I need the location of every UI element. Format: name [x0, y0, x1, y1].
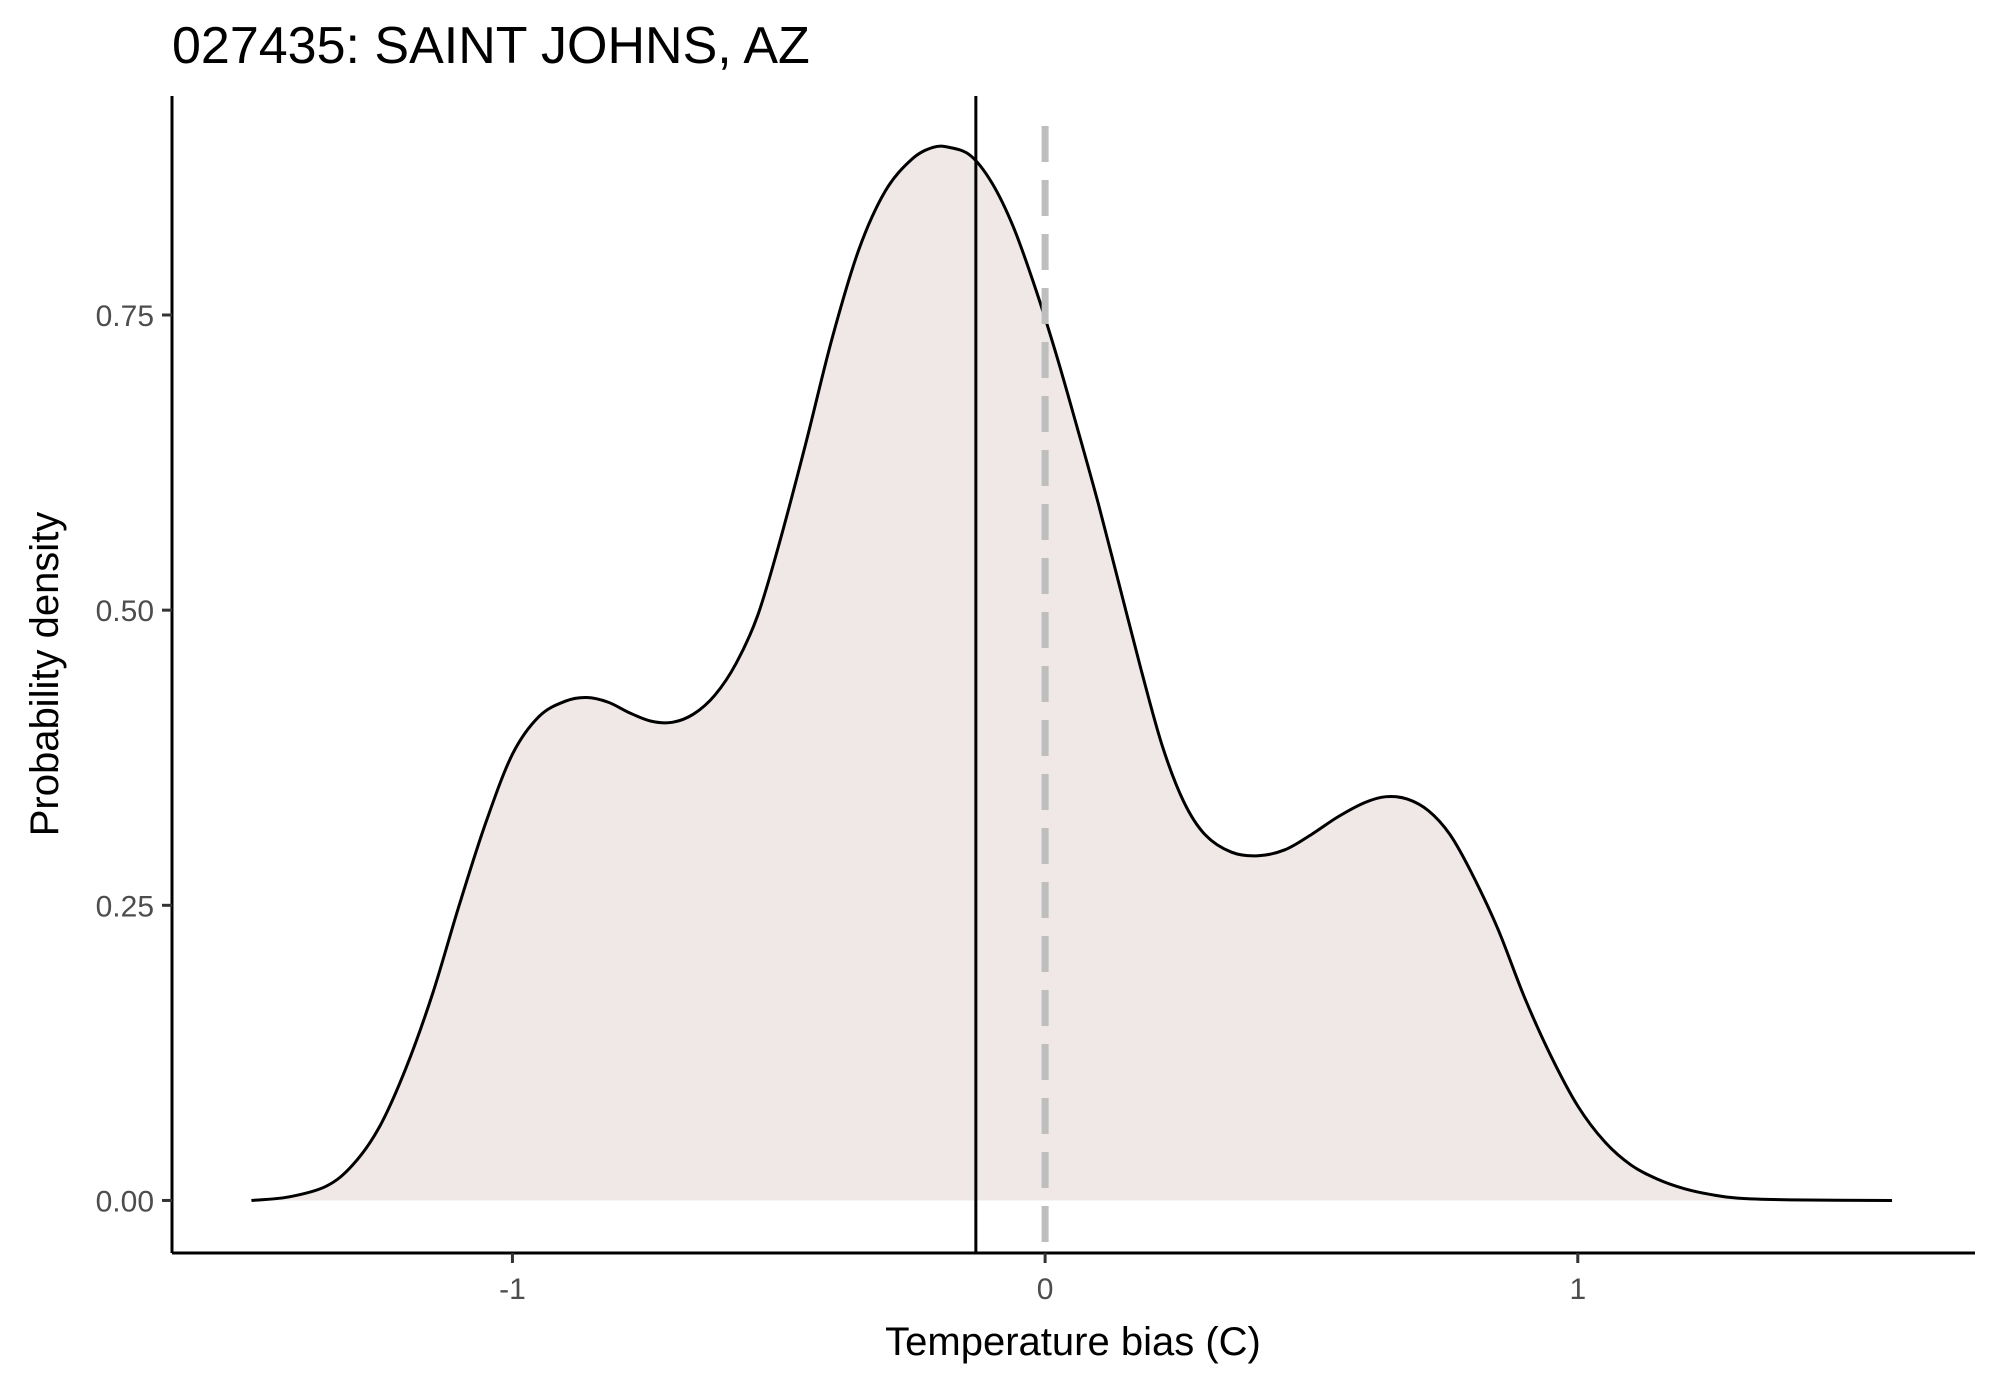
x-tick-label: -1	[499, 1273, 526, 1306]
x-tick-label: 1	[1569, 1273, 1586, 1306]
x-axis-ticks: -1 0 1	[499, 1253, 1586, 1306]
density-curve	[251, 144, 1893, 1202]
chart-title: 027435: SAINT JOHNS, AZ	[172, 17, 810, 75]
y-axis-ticks: 0.00 0.25 0.50 0.75	[96, 300, 172, 1218]
y-tick-label: 0.25	[96, 890, 154, 923]
y-axis-title: Probability density	[23, 512, 67, 837]
x-axis-title: Temperature bias (C)	[885, 1320, 1261, 1364]
x-tick-label: 0	[1037, 1273, 1054, 1306]
y-tick-label: 0.00	[96, 1185, 154, 1218]
y-tick-label: 0.50	[96, 595, 154, 628]
density-area-fill	[251, 146, 1893, 1201]
y-tick-label: 0.75	[96, 300, 154, 333]
